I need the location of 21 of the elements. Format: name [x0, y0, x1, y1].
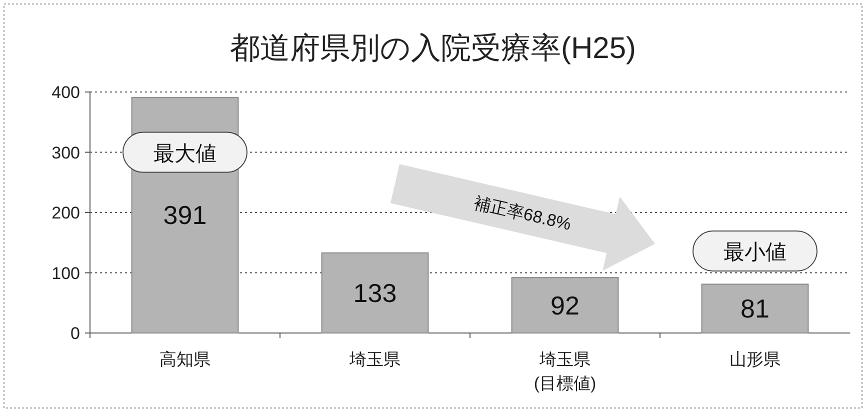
y-tick-label: 0: [70, 324, 80, 343]
data-label: 92: [550, 290, 580, 320]
data-label: 133: [353, 278, 397, 308]
bar: [321, 252, 429, 334]
data-label: 391: [163, 200, 207, 230]
x-tick-label: 埼玉県 (目標値): [534, 350, 596, 393]
bar: [701, 284, 809, 334]
annotation: 最大値: [154, 142, 216, 166]
annotation: 最小値: [724, 241, 786, 264]
arrow: 補正率68.8%: [390, 164, 655, 271]
data-label: 81: [740, 294, 770, 324]
annotation: 補正率68.8%: [472, 193, 573, 234]
x-tick-label: 山形県: [730, 350, 780, 369]
y-tick-label: 100: [52, 264, 80, 283]
x-tick-label: 埼玉県: [348, 350, 400, 369]
y-tick-label: 400: [52, 83, 80, 102]
y-tick-label: 300: [52, 143, 80, 162]
chart-title: 都道府県別の入院受療率(H25): [230, 32, 636, 65]
x-tick-label: 高知県: [160, 350, 210, 369]
y-tick-label: 200: [52, 204, 80, 222]
bar: [511, 277, 619, 334]
